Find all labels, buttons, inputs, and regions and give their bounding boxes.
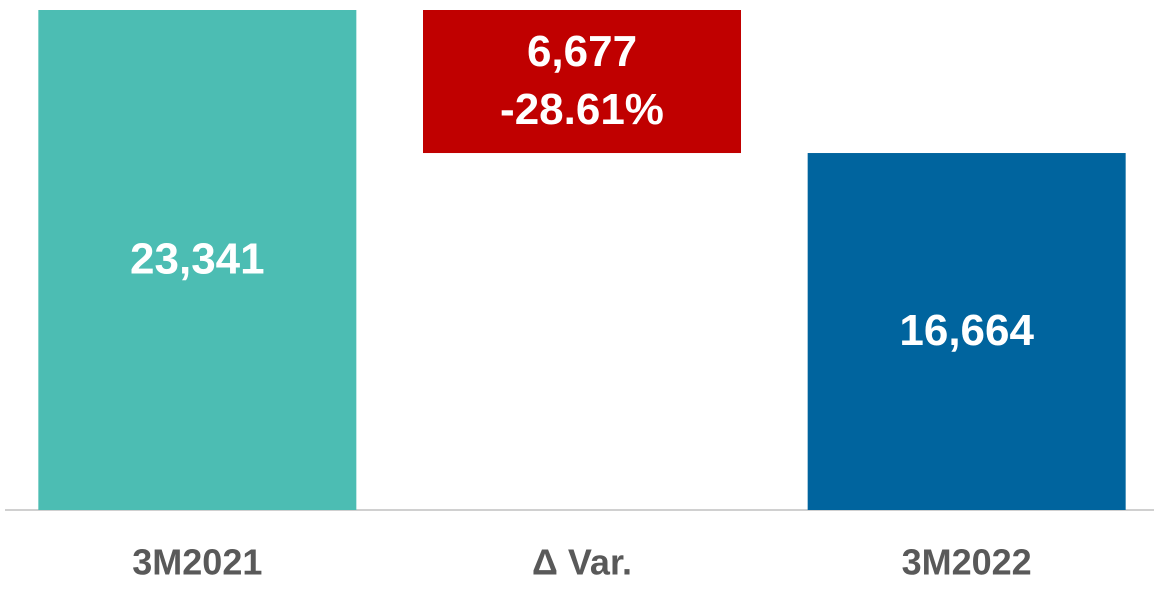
x-tick-label: Δ Var. xyxy=(532,542,632,583)
x-tick-label: 3M2022 xyxy=(902,542,1032,583)
bar xyxy=(423,10,741,154)
x-tick-label: 3M2021 xyxy=(132,542,262,583)
value-label: 23,341 xyxy=(130,235,265,284)
bar xyxy=(38,10,357,510)
value-label: 6,677 xyxy=(527,27,637,76)
percent-label: -28.61% xyxy=(500,85,664,134)
value-label: 16,664 xyxy=(899,306,1034,355)
bar xyxy=(807,153,1126,511)
